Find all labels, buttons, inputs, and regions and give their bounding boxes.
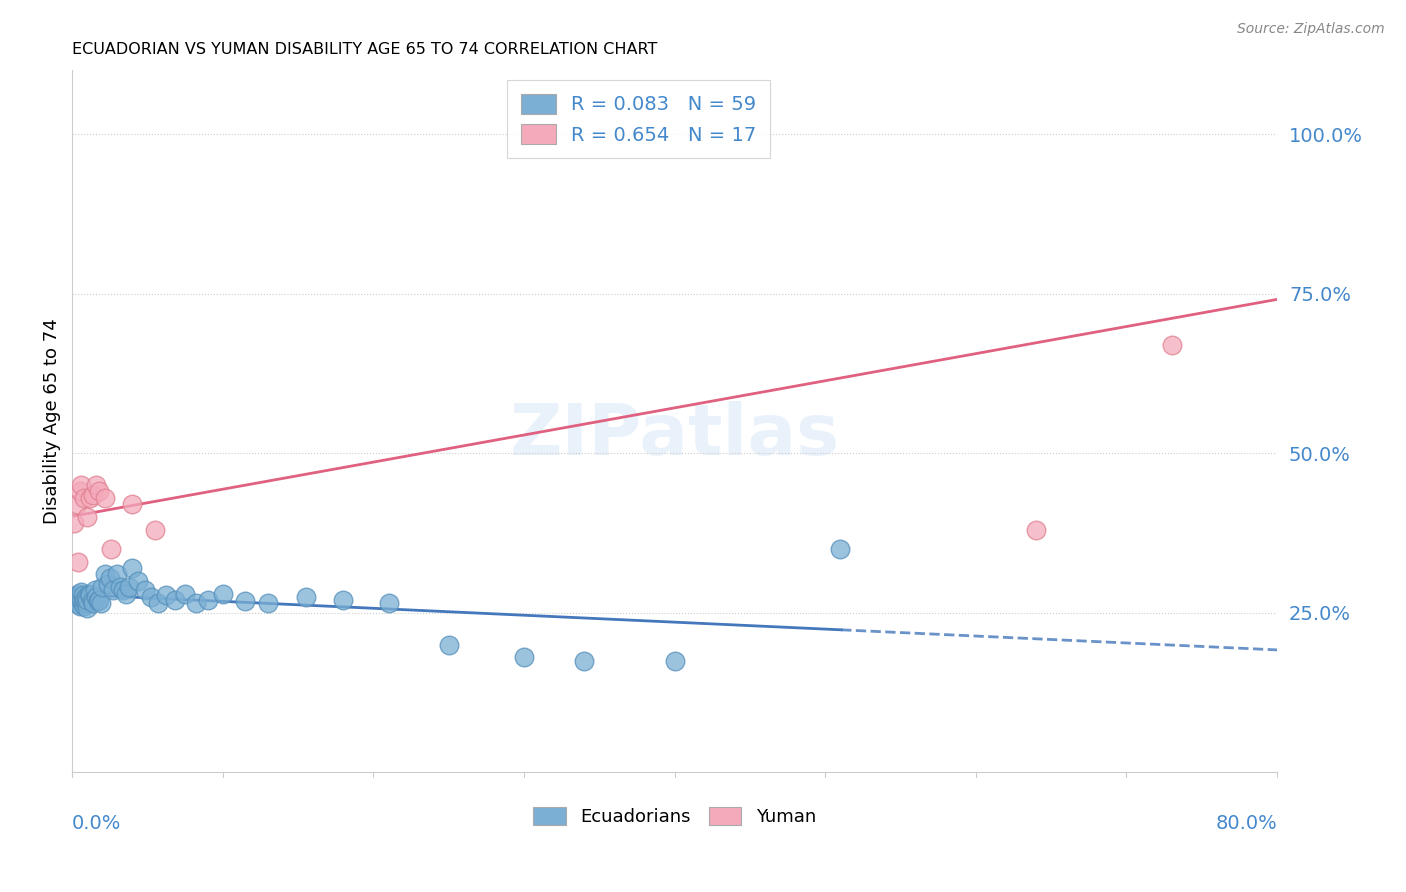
Point — [69, 484, 91, 499]
Text: ZIPatlas: ZIPatlas — [509, 401, 839, 470]
Point — [115, 586, 138, 600]
Point — [146, 596, 169, 610]
Point — [437, 638, 460, 652]
Text: Source: ZipAtlas.com: Source: ZipAtlas.com — [1237, 22, 1385, 37]
Point — [66, 590, 89, 604]
Text: 0.0%: 0.0% — [72, 814, 121, 833]
Point — [62, 593, 84, 607]
Point — [163, 593, 186, 607]
Point — [830, 541, 852, 556]
Point — [1341, 114, 1364, 128]
Text: 80.0%: 80.0% — [1215, 814, 1277, 833]
Point — [332, 593, 354, 607]
Point — [1160, 337, 1182, 351]
Point — [75, 596, 97, 610]
Point — [73, 491, 96, 505]
Point — [77, 586, 100, 600]
Point — [70, 478, 93, 492]
Point — [82, 488, 104, 502]
Point — [377, 596, 399, 610]
Point — [89, 484, 111, 499]
Point — [67, 555, 90, 569]
Point — [91, 580, 114, 594]
Point — [97, 577, 120, 591]
Point — [62, 516, 84, 531]
Point — [101, 583, 124, 598]
Point — [90, 596, 112, 610]
Point — [174, 586, 197, 600]
Point — [112, 583, 135, 598]
Point — [70, 585, 93, 599]
Point — [70, 594, 93, 608]
Point — [107, 567, 129, 582]
Point — [82, 596, 104, 610]
Point — [121, 561, 143, 575]
Point — [211, 586, 233, 600]
Point — [66, 596, 89, 610]
Point — [121, 497, 143, 511]
Point — [87, 594, 110, 608]
Point — [69, 599, 91, 614]
Point — [257, 596, 280, 610]
Point — [72, 596, 94, 610]
Point — [75, 590, 97, 604]
Point — [513, 650, 536, 665]
Point — [72, 588, 94, 602]
Point — [69, 590, 91, 604]
Point — [143, 523, 166, 537]
Point — [67, 598, 90, 612]
Point — [139, 590, 162, 604]
Legend: Ecuadorians, Yuman: Ecuadorians, Yuman — [526, 799, 824, 833]
Point — [66, 497, 89, 511]
Point — [73, 599, 96, 614]
Point — [128, 574, 150, 588]
Point — [94, 491, 117, 505]
Point — [235, 594, 257, 608]
Y-axis label: Disability Age 65 to 74: Disability Age 65 to 74 — [44, 318, 60, 524]
Point — [94, 567, 117, 582]
Point — [110, 580, 132, 594]
Point — [76, 593, 98, 607]
Point — [86, 478, 108, 492]
Point — [79, 588, 101, 602]
Point — [1025, 523, 1047, 537]
Point — [86, 590, 108, 604]
Point — [184, 596, 207, 610]
Point — [76, 600, 98, 615]
Point — [89, 593, 111, 607]
Point — [65, 594, 87, 608]
Point — [294, 590, 316, 604]
Point — [73, 593, 96, 607]
Point — [65, 591, 87, 606]
Point — [80, 594, 103, 608]
Point — [664, 654, 686, 668]
Point — [76, 510, 98, 524]
Point — [100, 541, 122, 556]
Point — [67, 586, 90, 600]
Point — [83, 583, 105, 598]
Point — [574, 654, 596, 668]
Point — [134, 583, 156, 598]
Point — [197, 593, 219, 607]
Point — [79, 491, 101, 505]
Point — [118, 580, 141, 594]
Point — [155, 588, 177, 602]
Point — [98, 571, 121, 585]
Text: ECUADORIAN VS YUMAN DISABILITY AGE 65 TO 74 CORRELATION CHART: ECUADORIAN VS YUMAN DISABILITY AGE 65 TO… — [72, 42, 658, 57]
